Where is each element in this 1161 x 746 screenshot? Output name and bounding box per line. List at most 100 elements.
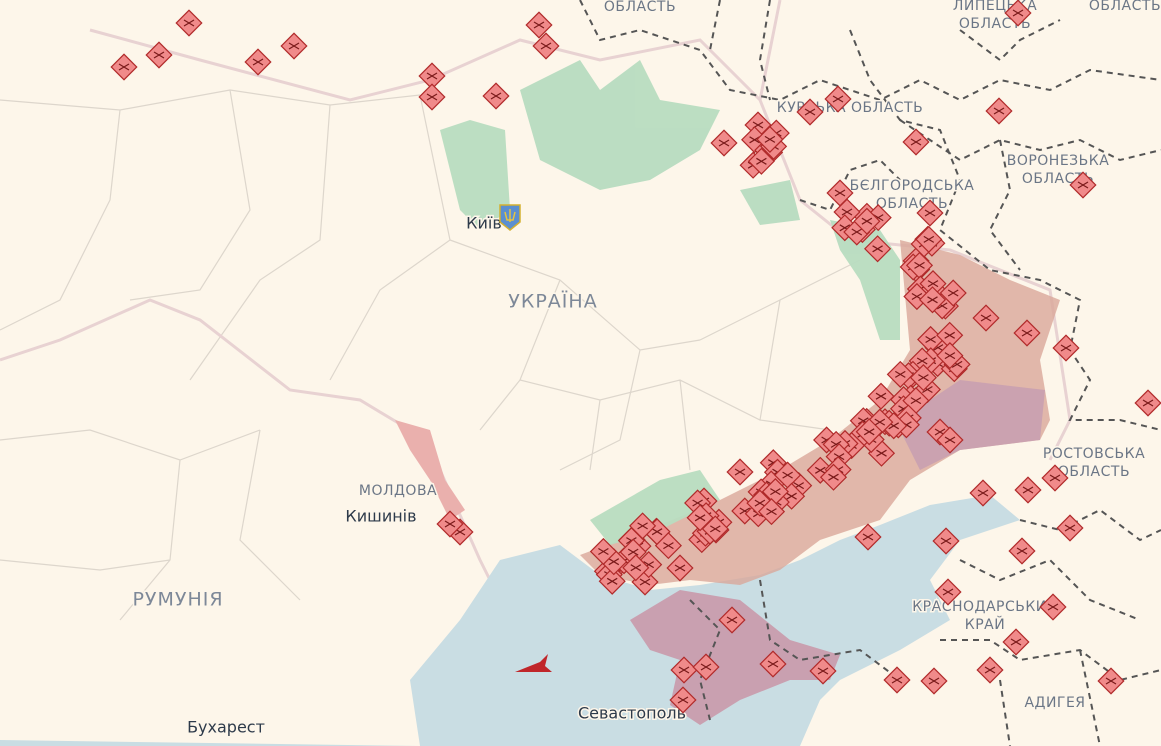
marker-icon (923, 235, 935, 243)
marker-icon (770, 488, 781, 496)
marker-icon (942, 588, 954, 596)
marker-icon (700, 663, 712, 671)
attack-marker (1134, 389, 1161, 417)
attack-marker (902, 128, 930, 156)
marker-icon (851, 228, 863, 236)
place-label: РОСТОВСЬКА (1043, 446, 1145, 462)
place-label: ОБЛАСТЬ (604, 0, 676, 15)
marker-icon (694, 514, 706, 522)
attack-marker (1014, 476, 1042, 504)
attack-marker (761, 478, 789, 506)
marker-icon (444, 520, 456, 528)
marker-icon (1060, 344, 1072, 352)
attack-marker (757, 498, 786, 526)
attack-marker (985, 97, 1013, 125)
place-label: ОБЛАСТЬ (1058, 464, 1130, 480)
marker-icon (153, 51, 165, 59)
marker-icon (1077, 181, 1089, 189)
marker-icon (718, 139, 730, 147)
occupied-area (900, 380, 1045, 470)
attack-marker (1004, 0, 1032, 27)
marker-icon (841, 208, 853, 216)
marker-icon (874, 418, 886, 426)
marker-icon (608, 558, 620, 566)
marker-icon (876, 449, 887, 457)
place-label: Кишинів (345, 507, 416, 526)
attack-marker (1039, 593, 1067, 621)
attack-marker (759, 650, 787, 678)
attack-marker (972, 304, 1000, 332)
marker-icon (944, 352, 956, 360)
attack-marker (932, 527, 960, 555)
region-borders (579, 0, 1161, 746)
attack-marker (796, 98, 824, 126)
attack-marker (525, 11, 553, 39)
marker-icon (627, 548, 639, 556)
attack-marker (244, 48, 272, 76)
marker-icon (533, 21, 545, 29)
attack-marker (482, 82, 510, 110)
marker-icon (639, 578, 651, 586)
attack-marker (532, 32, 560, 60)
marker-icon (861, 217, 873, 225)
transnistria (395, 420, 465, 520)
attack-marker (976, 656, 1004, 684)
marker-icon (875, 392, 887, 400)
marker-icon (678, 666, 690, 674)
marker-icon (894, 370, 906, 378)
marker-icon (1049, 474, 1061, 482)
place-label: РУМУНІЯ (132, 589, 223, 611)
attack-marker (936, 342, 964, 370)
attack-marker (1002, 628, 1030, 656)
marker-icon (927, 296, 938, 304)
attack-marker (864, 235, 892, 263)
marker-icon (782, 471, 793, 479)
attack-marker (726, 458, 754, 486)
attack-marker (854, 523, 882, 551)
marker-icon (637, 522, 648, 530)
attack-marker (589, 537, 617, 566)
marker-icon (928, 677, 940, 685)
place-label: БЄЛГОРОДСЬКА (850, 178, 975, 194)
attack-marker (1056, 514, 1084, 542)
marker-icon (540, 42, 552, 50)
attack-marker (853, 207, 881, 235)
attack-marker (110, 53, 138, 81)
attack-marker (145, 41, 173, 69)
attack-marker (622, 554, 650, 582)
place-label: КРАЙ (965, 615, 1005, 633)
marker-icon (862, 533, 874, 541)
marker-icon (1047, 603, 1059, 611)
place-label: ОБЛАСТЬ (1089, 0, 1161, 14)
attack-marker (905, 251, 934, 279)
marker-icon (786, 492, 797, 500)
attack-marker (855, 418, 883, 446)
attack-marker (1008, 537, 1036, 565)
marker-icon (1064, 524, 1076, 532)
marker-icon (288, 42, 300, 50)
marker-icon (940, 537, 952, 545)
attack-marker (809, 657, 837, 685)
marker-icon (817, 667, 829, 675)
marker-icon (674, 564, 686, 572)
state-border (0, 298, 502, 601)
marker-icon (925, 335, 936, 344)
marker-icon (927, 280, 939, 288)
attack-marker (710, 129, 738, 157)
kyiv-icon (499, 204, 521, 231)
admin-borders (0, 89, 861, 621)
marker-icon (1016, 547, 1028, 555)
attack-marker (883, 666, 911, 694)
attack-marker (1069, 171, 1097, 199)
marker-icon (756, 157, 767, 165)
marker-icon (980, 314, 992, 322)
marker-icon (630, 564, 642, 572)
attack-marker (418, 83, 446, 111)
attack-marker (916, 199, 944, 227)
marker-icon (183, 19, 195, 27)
place-label: Бухарест (187, 718, 265, 737)
marker-icon (252, 58, 264, 66)
attack-marker (915, 225, 943, 253)
attack-marker (936, 321, 964, 349)
marker-icon (914, 261, 925, 269)
